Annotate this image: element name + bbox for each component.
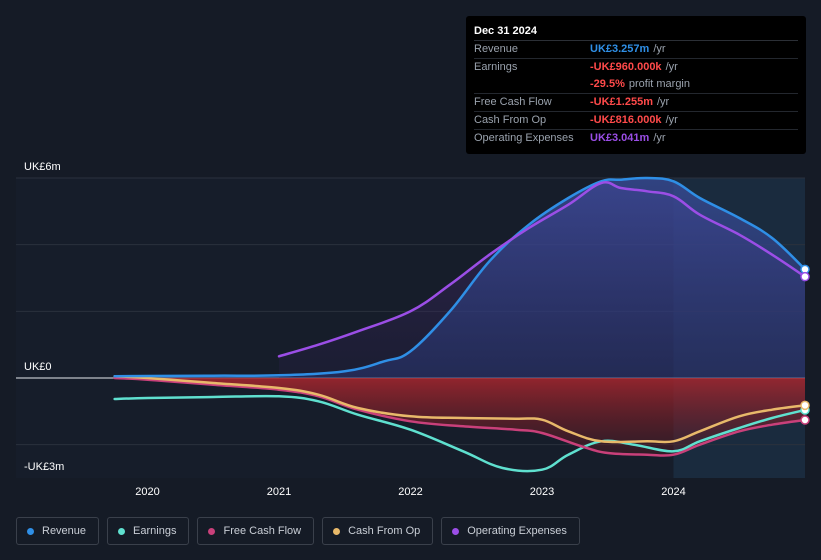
legend-dot-icon [27, 527, 34, 535]
tooltip-label: Cash From Op [474, 114, 547, 126]
legend-item-earnings[interactable]: Earnings [107, 517, 190, 545]
legend-label: Free Cash Flow [223, 525, 302, 537]
legend-label: Revenue [42, 525, 87, 537]
tooltip-unit: /yr [656, 96, 670, 108]
legend-label: Operating Expenses [467, 525, 567, 537]
tooltip-row-earnings: Earnings -UK£960.000k /yr [474, 59, 798, 76]
tooltip-value: -UK£1.255m [590, 96, 653, 108]
legend-dot-icon [208, 527, 216, 535]
tooltip-unit: /yr [665, 61, 678, 73]
tooltip-row-revenue: Revenue UK£3.257m /yr [474, 41, 798, 59]
x-tick-label: 2021 [267, 486, 291, 498]
operating-expenses-line [277, 181, 807, 358]
earnings-line [113, 394, 807, 473]
x-tick-label: 2022 [398, 486, 422, 498]
tooltip-label: Operating Expenses [474, 132, 574, 144]
y-axis-label: -UK£3m [24, 461, 64, 473]
tooltip-unit: profit margin [628, 78, 690, 90]
data-tooltip: Dec 31 2024 Revenue UK£3.257m /yr Earnin… [466, 16, 806, 154]
legend-label: Earnings [133, 525, 177, 537]
y-axis-label: UK£6m [24, 161, 61, 173]
tooltip-value: UK£3.257m [590, 43, 650, 55]
chart-legend: Revenue Earnings Free Cash Flow Cash Fro… [16, 517, 580, 545]
tooltip-row-free-cash-flow: Free Cash Flow -UK£1.255m /yr [474, 94, 798, 112]
free-cash-flow-end-point [800, 415, 810, 425]
revenue-line [113, 176, 807, 378]
free-cash-flow-line [113, 376, 807, 457]
tooltip-unit: /yr [653, 132, 666, 144]
x-tick-label: 2024 [661, 486, 685, 498]
legend-label: Cash From Op [348, 525, 421, 537]
tooltip-label: Earnings [474, 61, 518, 73]
tooltip-value: -29.5% [590, 78, 625, 90]
revenue-area [114, 177, 806, 378]
tooltip-label: Revenue [474, 43, 519, 55]
legend-item-operating-expenses[interactable]: Operating Expenses [441, 517, 580, 545]
tooltip-row-cash-from-op: Cash From Op -UK£816.000k /yr [474, 112, 798, 130]
cash-from-op-line [113, 375, 807, 444]
operating-expenses-end-point [800, 271, 810, 282]
tooltip-value: -UK£960.000k [590, 61, 662, 73]
tooltip-label: Free Cash Flow [474, 96, 552, 108]
tooltip-unit: /yr [665, 114, 678, 126]
x-tick-label: 2020 [135, 486, 159, 498]
tooltip-date: Dec 31 2024 [474, 24, 798, 41]
legend-dot-icon [452, 527, 460, 535]
tooltip-value: UK£3.041m [590, 132, 650, 144]
legend-dot-icon [118, 527, 126, 535]
tooltip-row-operating-expenses: Operating Expenses UK£3.041m /yr [474, 130, 798, 147]
x-tick-label: 2023 [530, 486, 554, 498]
tooltip-label [474, 76, 590, 93]
y-axis-label: UK£0 [24, 361, 52, 373]
tooltip-unit: /yr [653, 43, 666, 55]
legend-item-cash-from-op[interactable]: Cash From Op [322, 517, 434, 545]
legend-item-revenue[interactable]: Revenue [16, 517, 100, 545]
tooltip-value: -UK£816.000k [590, 114, 662, 126]
legend-item-free-cash-flow[interactable]: Free Cash Flow [197, 517, 315, 545]
tooltip-row-profit-margin: -29.5% profit margin [474, 76, 798, 94]
cash-from-op-end-point [800, 400, 810, 411]
legend-dot-icon [333, 527, 341, 535]
